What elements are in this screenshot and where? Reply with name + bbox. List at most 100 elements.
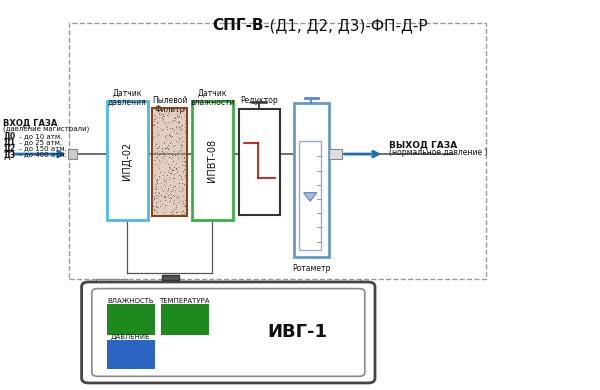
Point [152,201,161,207]
Point [167,156,176,162]
Point [180,172,190,178]
Point [170,116,180,122]
Point [164,199,174,206]
Point [160,109,170,115]
Point [156,126,166,132]
Point [175,165,185,171]
Point [172,138,181,144]
Point [178,180,188,186]
Point [161,170,170,176]
Point [161,194,170,200]
Point [170,108,179,114]
Point [158,108,167,114]
Point [175,118,185,124]
Point [149,131,159,137]
Point [154,145,163,152]
Point [172,128,182,135]
Point [180,200,190,207]
Point [180,142,190,148]
Bar [152,108,187,216]
Point [178,128,188,134]
Point [158,173,168,179]
Point [169,182,179,188]
Point [168,125,178,131]
Point [172,126,181,132]
Point [149,133,159,140]
Point [179,150,189,156]
Point [165,131,175,138]
Point [163,203,172,209]
Point [167,120,176,126]
Point [162,202,172,209]
Point [153,195,163,201]
Point [150,193,160,199]
Point [160,195,170,201]
Point [181,117,190,124]
Point [180,168,190,175]
Point [180,202,190,209]
Point [167,134,177,140]
Point [173,126,183,133]
Point [173,131,182,137]
Point [174,200,184,206]
Point [163,123,172,129]
Point [168,112,178,118]
Point [178,199,187,205]
Point [169,201,179,207]
Point [161,174,171,181]
Point [165,193,175,199]
Point [181,187,190,193]
Point [178,177,188,183]
Point [166,125,175,131]
Point [163,161,173,167]
Point [165,154,175,161]
Point [169,126,178,132]
Point [180,187,190,193]
Point [176,135,185,141]
Point [158,172,167,178]
Point [166,209,175,215]
Point [150,144,160,150]
Point [170,118,180,124]
Point [180,167,190,174]
Point [168,207,178,213]
Point [154,117,164,123]
Polygon shape [304,193,317,201]
Point [154,151,164,157]
Point [159,117,169,123]
Point [158,159,168,165]
Point [181,167,191,173]
Point [173,170,182,176]
Point [151,141,160,147]
Point [158,149,167,155]
Point [149,134,158,140]
Point [176,122,186,128]
Point [152,186,161,192]
Point [180,189,190,195]
Point [168,186,178,192]
Point [161,111,171,117]
Point [169,175,178,181]
Point [151,179,161,185]
Point [157,157,166,163]
Point [154,149,164,155]
Point [166,181,175,188]
Point [151,116,160,122]
Point [173,208,183,215]
Point [172,206,181,212]
Point [164,176,174,183]
Point [169,119,179,125]
Text: ВЫХОД ГАЗА: ВЫХОД ГАЗА [389,140,457,149]
Point [176,190,186,196]
Point [167,140,176,146]
Point [167,138,176,144]
Point [163,150,172,156]
Point [159,126,169,133]
Point [178,134,187,140]
Point [156,140,166,146]
Bar [107,340,155,369]
Point [178,154,188,161]
Point [176,126,185,133]
Point [178,150,187,156]
Text: Пылевой: Пылевой [152,96,187,105]
